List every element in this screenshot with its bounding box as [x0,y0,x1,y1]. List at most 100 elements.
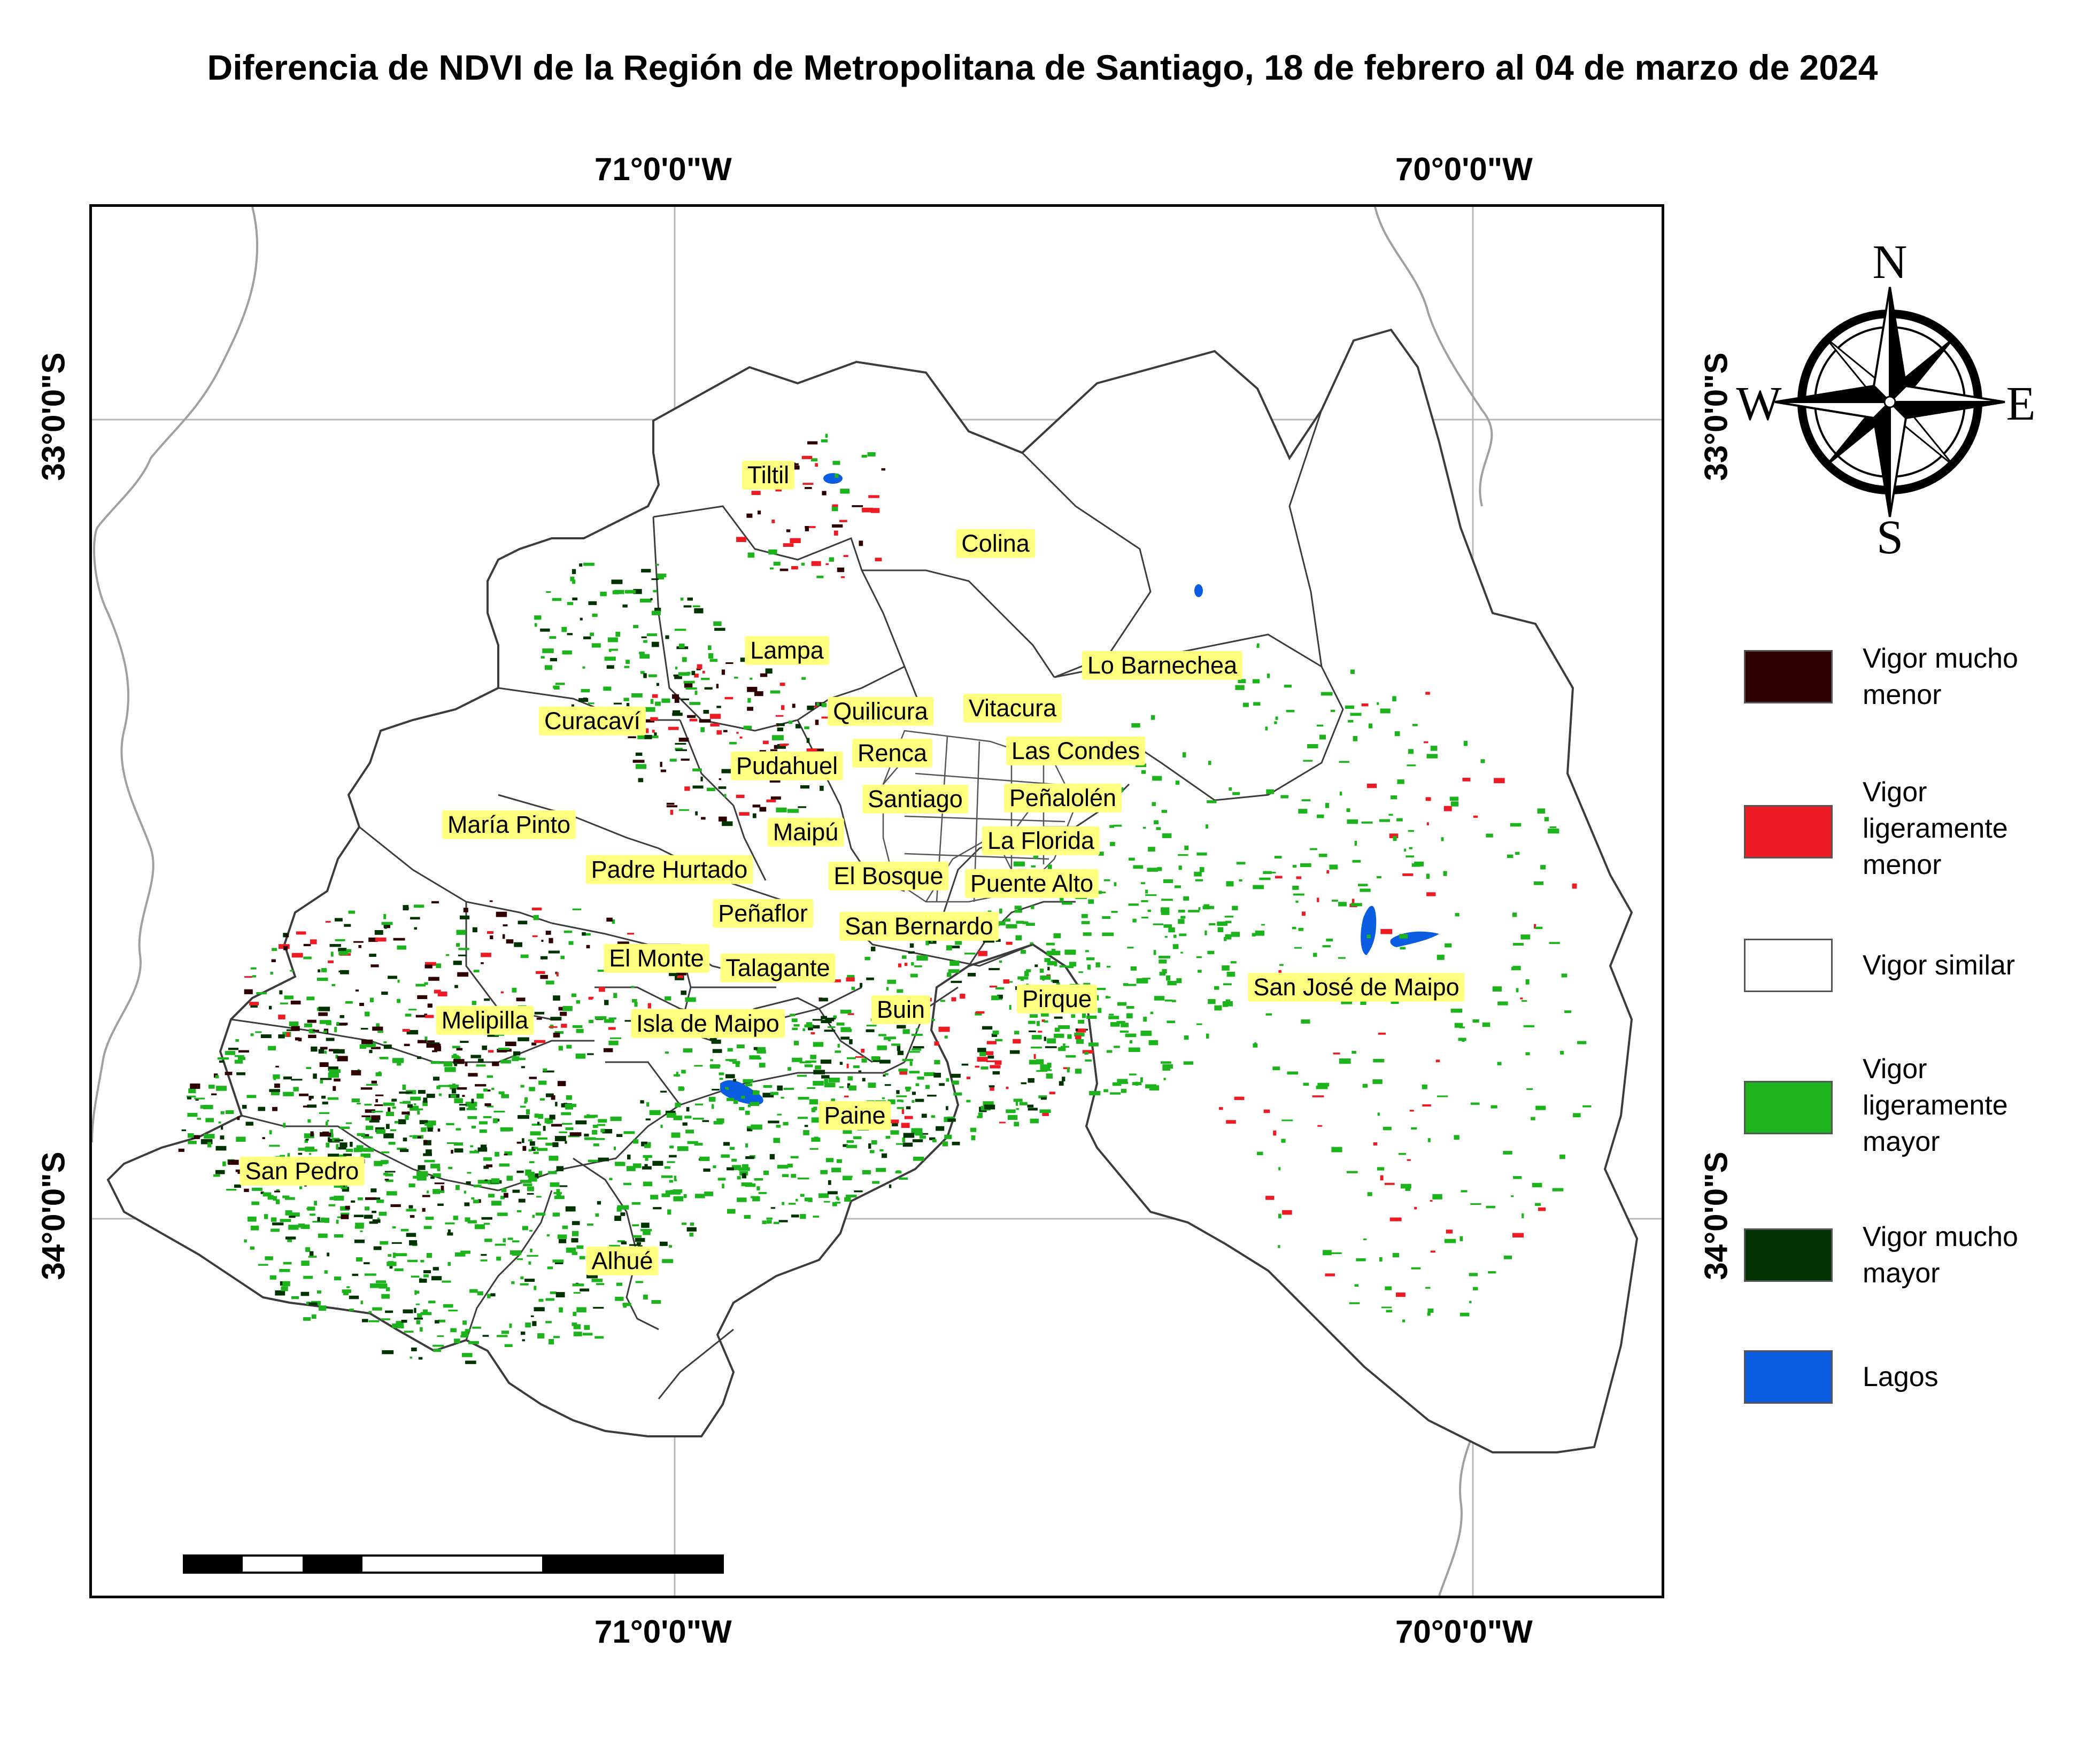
ndvi-patch [466,1181,471,1185]
ndvi-patch [889,1184,892,1188]
ndvi-patch [427,1120,436,1126]
ndvi-patch [803,1130,809,1135]
ndvi-patch [644,1164,648,1168]
ndvi-patch [1441,837,1444,841]
ndvi-patch [557,1234,567,1239]
ndvi-patch [455,1185,460,1190]
ndvi-patch [1198,970,1202,973]
ndvi-patch [387,1262,397,1266]
ndvi-patch [537,1148,548,1151]
ndvi-patch [346,949,352,953]
ndvi-patch [806,738,810,743]
ndvi-patch [372,1026,383,1031]
ndvi-patch [436,1086,441,1089]
ndvi-patch [1033,1054,1036,1059]
ndvi-patch [604,656,616,661]
ndvi-patch [620,1212,626,1216]
ndvi-patch [811,561,821,566]
ndvi-patch [1009,1004,1011,1010]
legend-item-vigor-similar: Vigor similar [1744,939,2065,1003]
north-arrow-compass: N S W E [1736,236,2036,564]
ndvi-patch [908,1051,920,1053]
ndvi-patch [496,1118,500,1122]
ndvi-patch [806,748,817,752]
ndvi-patch [699,1156,710,1161]
ndvi-patch [531,1042,537,1046]
ndvi-patch [512,1240,520,1243]
ndvi-patch [1117,1002,1127,1006]
ndvi-patch [802,483,814,485]
ndvi-patch [521,1066,525,1069]
ndvi-patch [491,1201,501,1206]
ndvi-patch [578,698,589,702]
ndvi-patch [1102,916,1111,919]
ndvi-patch [1263,1109,1270,1113]
ndvi-patch [335,918,343,922]
ndvi-patch [798,1097,809,1100]
ndvi-patch [1029,1014,1038,1018]
ndvi-patch [334,1139,344,1141]
ndvi-patch [438,1319,445,1322]
ndvi-patch [675,748,683,751]
ndvi-patch [542,648,554,653]
ndvi-patch [306,1208,312,1210]
ndvi-patch [311,1314,316,1319]
ndvi-patch [679,809,689,811]
ndvi-patch [285,934,288,938]
ndvi-patch [716,1118,724,1124]
ndvi-patch [559,1185,568,1187]
ndvi-patch [285,1236,296,1240]
ndvi-patch [298,1152,303,1155]
ndvi-patch [837,1043,840,1048]
lake [720,1080,763,1105]
ndvi-patch [454,1142,464,1146]
ndvi-patch [603,686,612,691]
ndvi-patch [403,1309,413,1313]
ndvi-patch [955,941,962,945]
ndvi-patch [635,1281,643,1283]
ndvi-patch [828,1078,840,1082]
ndvi-patch [1062,902,1072,905]
ndvi-patch [383,1133,394,1139]
ndvi-patch [775,715,784,717]
ndvi-patch [534,1307,545,1312]
ndvi-patch [1293,865,1297,868]
ndvi-patch [551,1124,562,1127]
ndvi-patch [458,948,469,950]
ndvi-patch [1422,1084,1427,1089]
ndvi-patch [314,1201,317,1206]
ndvi-patch [1224,916,1234,918]
ndvi-patch [328,1072,339,1078]
legend-item-vigor-mucho-menor: Vigor mucho menor [1744,640,2065,726]
ndvi-patch [634,1002,638,1007]
ndvi-patch [769,567,774,570]
ndvi-patch [1222,965,1230,971]
ndvi-patch [686,1227,697,1232]
ndvi-patch [1242,702,1249,707]
ndvi-patch [703,710,709,714]
ndvi-patch [566,1095,572,1100]
ndvi-patch [709,714,721,719]
ndvi-patch [478,1199,481,1203]
ndvi-patch [821,716,830,719]
ndvi-patch [215,1075,219,1079]
ndvi-patch [1154,820,1159,824]
ndvi-patch [660,1124,663,1128]
ndvi-patch [644,734,652,739]
ndvi-patch [375,1072,382,1077]
ndvi-patch [786,529,791,532]
ndvi-patch [370,1283,381,1288]
ndvi-patch [631,1202,640,1205]
ndvi-patch [338,948,347,951]
ndvi-patch [678,1086,684,1091]
ndvi-patch [1409,847,1412,849]
ndvi-patch [1521,1000,1527,1002]
ndvi-patch [753,1047,758,1050]
ndvi-patch [1473,1287,1478,1290]
ndvi-patch [802,1028,806,1031]
ndvi-patch [1463,740,1468,746]
ndvi-patch [676,1071,678,1077]
ndvi-patch [1009,981,1013,983]
ndvi-patch [1150,715,1155,720]
ndvi-patch [1326,938,1333,942]
